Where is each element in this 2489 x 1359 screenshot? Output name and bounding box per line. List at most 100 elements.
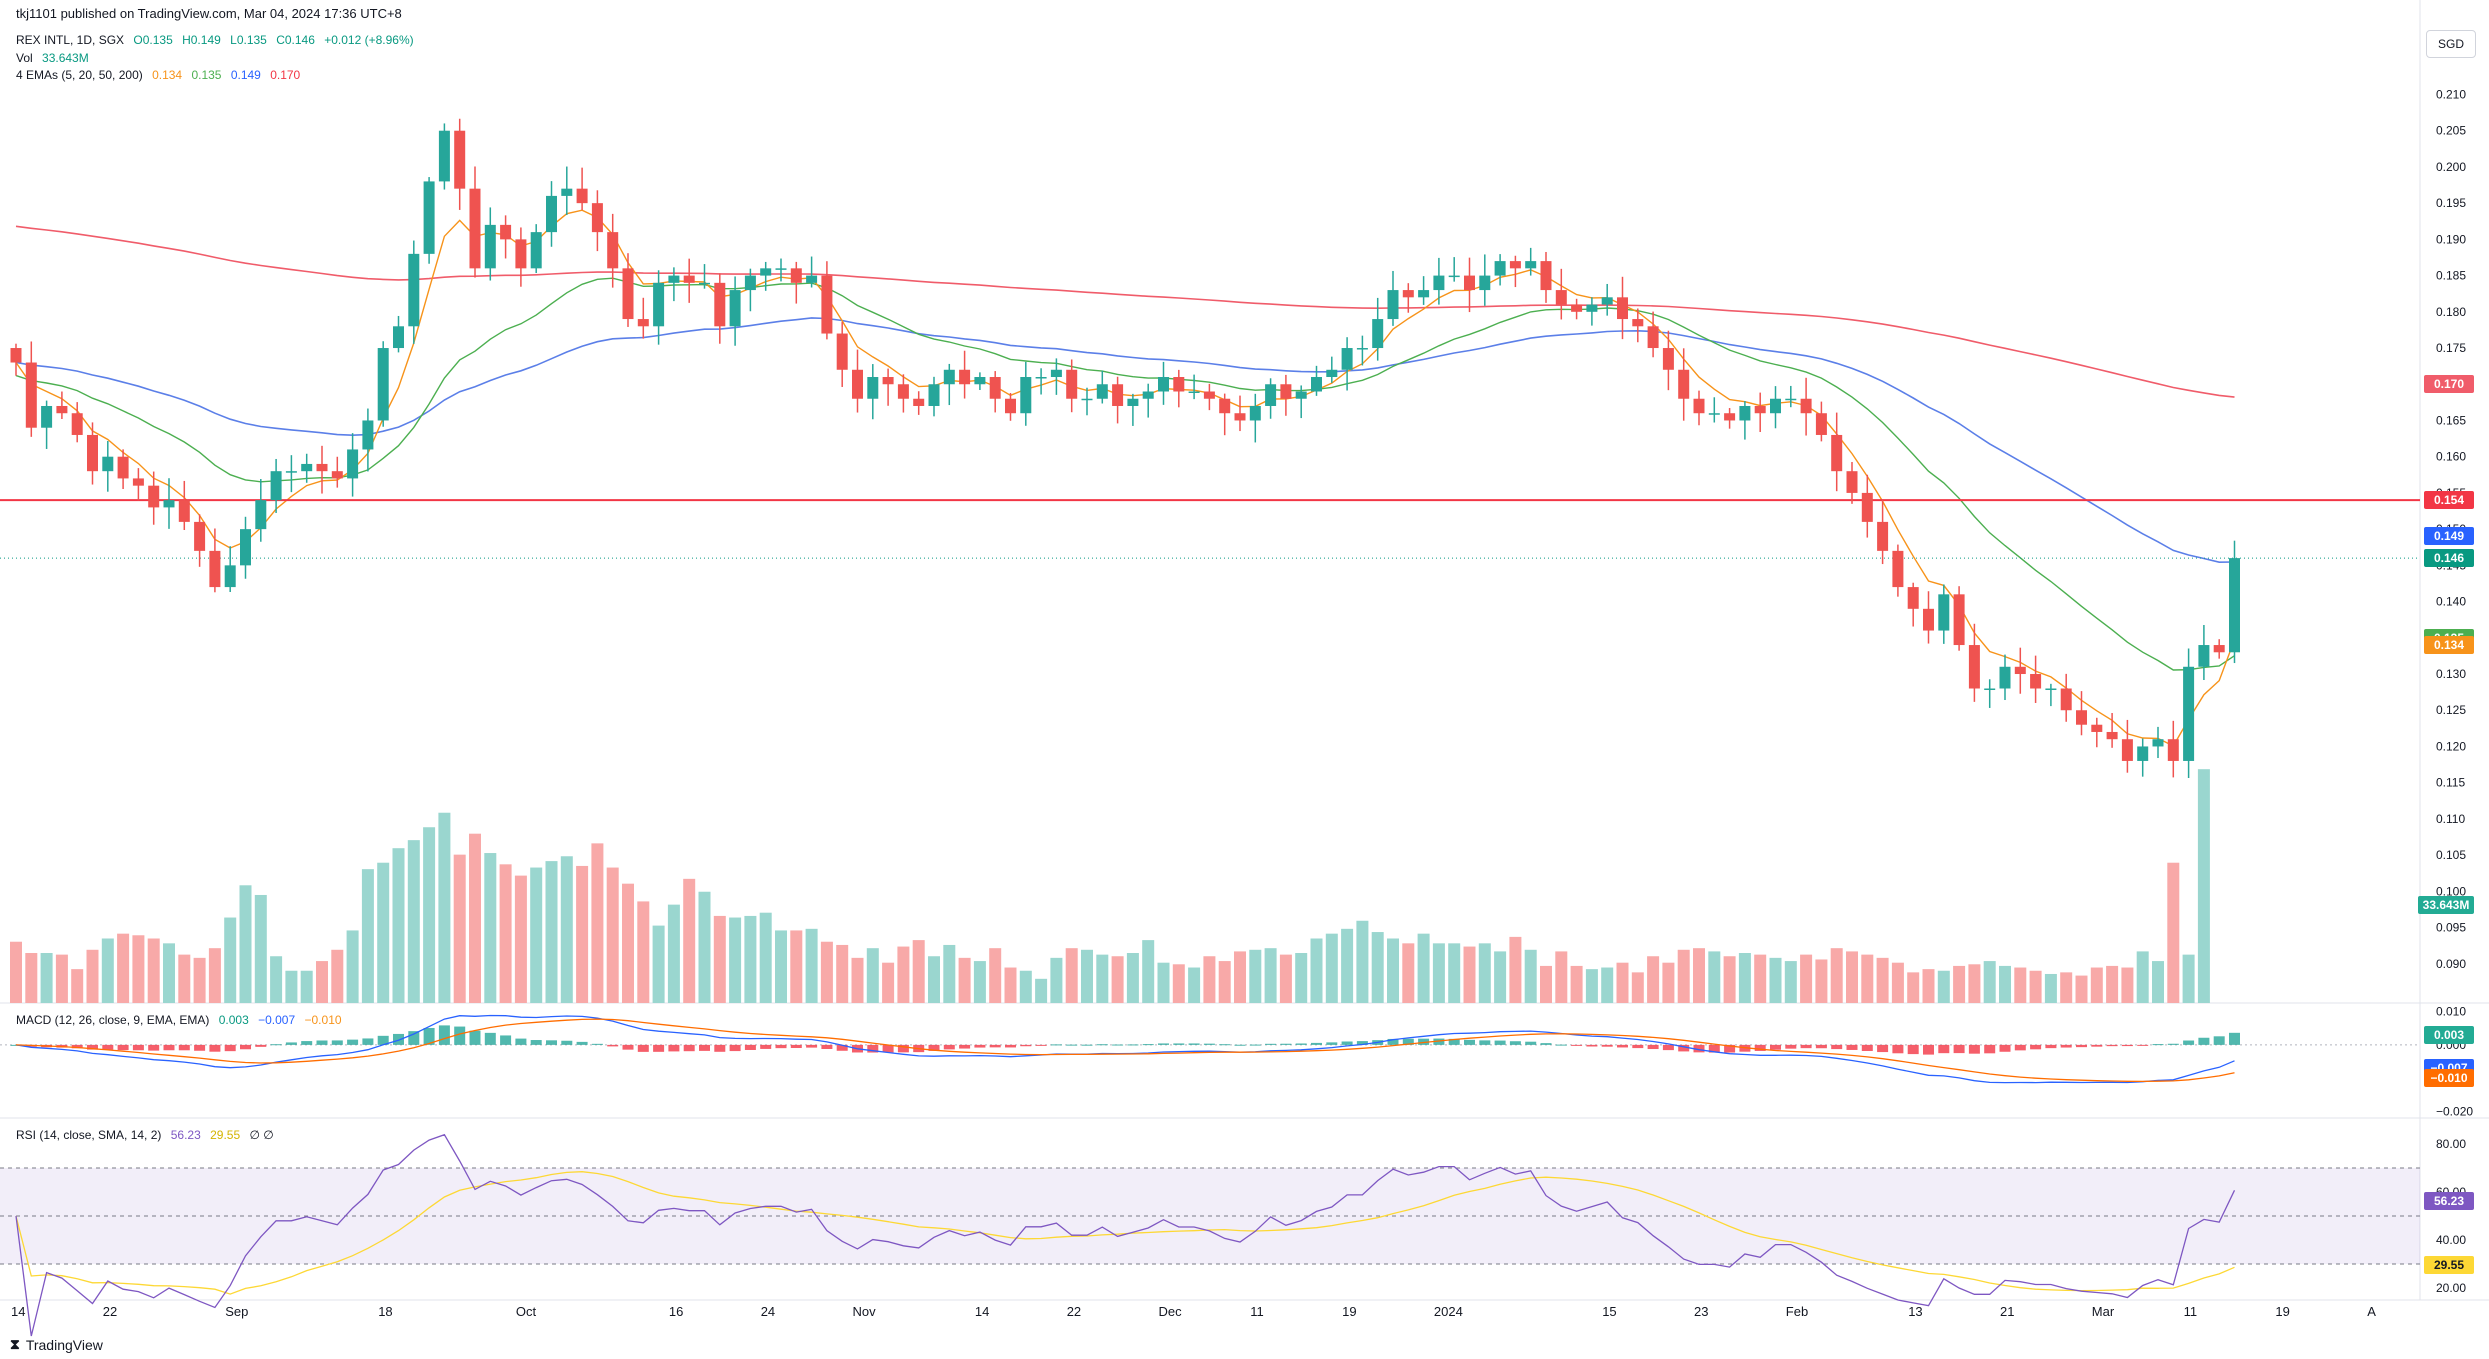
candle-body xyxy=(729,290,741,327)
volume-bar xyxy=(499,864,512,1003)
macd-legend: MACD (12, 26, close, 9, EMA, EMA) 0.003 … xyxy=(16,1013,342,1027)
currency-button[interactable]: SGD xyxy=(2426,30,2476,58)
macd-histogram-bar xyxy=(285,1042,297,1045)
candle-body xyxy=(1678,369,1690,399)
ema20-line xyxy=(15,277,2235,671)
macd-histogram-bar xyxy=(790,1044,802,1049)
macd-histogram-bar xyxy=(683,1044,695,1052)
price-tick-label: 0.195 xyxy=(2436,196,2466,210)
candle xyxy=(775,258,787,282)
x-axis-label: 11 xyxy=(1250,1304,1264,1319)
candle-body xyxy=(1372,319,1384,349)
volume-bar xyxy=(836,944,849,1003)
candle-body xyxy=(1142,391,1154,399)
candle xyxy=(347,433,359,497)
candle-body xyxy=(1555,290,1567,305)
volume-bar xyxy=(1417,933,1430,1003)
candle-body xyxy=(117,456,129,479)
candle-body xyxy=(1693,398,1705,414)
candle xyxy=(928,376,940,417)
candle-body xyxy=(2229,558,2240,653)
volume-bar xyxy=(576,865,589,1003)
volume-bar xyxy=(1356,920,1369,1003)
volume-bar xyxy=(407,840,420,1003)
macd-tick-label: 0.010 xyxy=(2436,1005,2466,1019)
x-axis-label: 21 xyxy=(2000,1304,2014,1319)
candle xyxy=(1831,412,1843,492)
candle xyxy=(1739,401,1751,440)
candle xyxy=(1096,370,1108,404)
candle xyxy=(867,364,879,420)
candle xyxy=(1142,383,1154,418)
macd-histogram-bar xyxy=(1158,1043,1169,1045)
candle xyxy=(1081,387,1093,416)
volume-bar xyxy=(117,933,130,1003)
candle xyxy=(1311,365,1322,396)
macd-histogram-bar xyxy=(1326,1042,1338,1045)
macd-histogram-bar xyxy=(1295,1043,1307,1045)
macd-histogram-bar xyxy=(821,1044,833,1049)
candle xyxy=(500,215,512,259)
macd-histogram-bar xyxy=(2106,1044,2118,1047)
candle-body xyxy=(2076,710,2087,725)
candle-body xyxy=(2014,666,2026,675)
candle-body xyxy=(1402,290,1414,298)
footer-brand: ⧗ TradingView xyxy=(10,1336,103,1353)
candle xyxy=(285,455,297,493)
price-tick-label: 0.180 xyxy=(2436,305,2466,319)
macd-histogram-bar xyxy=(377,1035,389,1045)
candle-body xyxy=(607,232,619,269)
macd-histogram-bar xyxy=(2045,1044,2057,1049)
macd-histogram-bar xyxy=(1464,1039,1475,1045)
candle xyxy=(2076,691,2087,736)
candle-body xyxy=(2106,731,2118,740)
macd-histogram-bar xyxy=(1877,1044,1889,1053)
macd-histogram-bar xyxy=(699,1044,710,1051)
candle-body xyxy=(760,268,772,276)
candle xyxy=(1678,348,1690,421)
price-tick-label: 0.205 xyxy=(2436,124,2466,138)
candle-body xyxy=(500,224,512,240)
volume-bar xyxy=(392,848,405,1003)
macd-histogram-bar xyxy=(1999,1044,2011,1052)
candle-body xyxy=(1907,587,1919,609)
macd-histogram-bar xyxy=(2076,1044,2087,1048)
macd-histogram-bar xyxy=(408,1031,420,1045)
candle xyxy=(1050,358,1062,395)
volume-bar xyxy=(2090,967,2103,1003)
macd-histogram-bar xyxy=(1800,1044,1812,1049)
candle-body xyxy=(928,384,940,406)
price-tick-label: 0.175 xyxy=(2436,341,2466,355)
macd-histogram-bar xyxy=(530,1040,542,1045)
candle xyxy=(1968,623,1980,702)
volume-bar xyxy=(2182,954,2195,1003)
candle-body xyxy=(1647,326,1659,349)
candle xyxy=(622,253,634,327)
price-tick-label: 0.130 xyxy=(2436,667,2466,681)
candle-body xyxy=(1050,369,1062,378)
candle-body xyxy=(1877,521,1889,551)
x-axis-label: Oct xyxy=(516,1304,537,1319)
volume-bar xyxy=(163,943,175,1003)
rsi-legend: RSI (14, close, SMA, 14, 2) 56.23 29.55 … xyxy=(16,1128,274,1142)
candle xyxy=(683,258,695,303)
volume-bar xyxy=(866,948,879,1003)
candle-body xyxy=(1617,297,1628,320)
price-tick-label: 0.110 xyxy=(2436,812,2465,826)
macd-histogram-bar xyxy=(1785,1044,1797,1049)
candle-body xyxy=(1035,377,1047,379)
candle xyxy=(591,190,603,252)
rsi-sma-value: 29.55 xyxy=(210,1128,241,1142)
macd-histogram-bar xyxy=(484,1032,496,1045)
volume-bar xyxy=(805,928,818,1003)
candle xyxy=(699,264,710,289)
macd-histogram-bar xyxy=(1311,1042,1322,1045)
macd-histogram-bar xyxy=(270,1044,282,1046)
candle-body xyxy=(576,188,588,204)
candle-body xyxy=(989,377,1001,399)
candle xyxy=(2045,683,2057,707)
candle-body xyxy=(959,369,971,385)
candle-body xyxy=(270,471,282,501)
price-tick-label: 0.090 xyxy=(2436,957,2466,971)
